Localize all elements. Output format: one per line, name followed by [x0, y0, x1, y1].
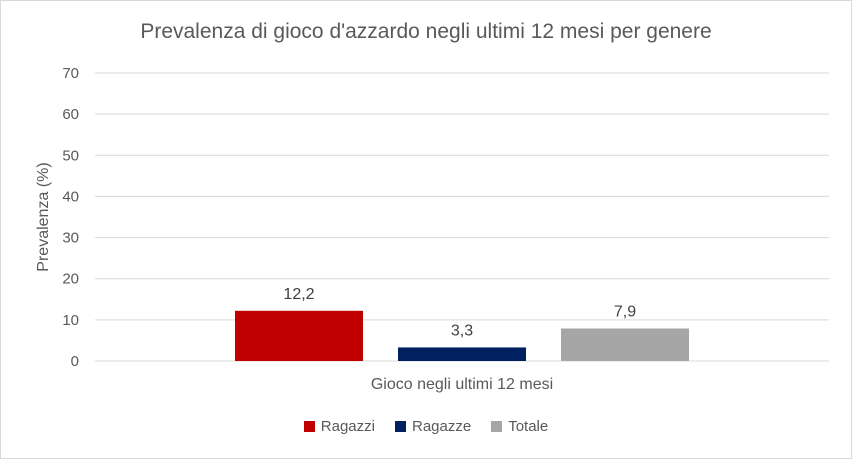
- bar-ragazze: [398, 347, 526, 361]
- y-tick-label: 0: [71, 353, 79, 370]
- legend-label: Totale: [508, 418, 549, 435]
- legend-label: Ragazzi: [320, 418, 375, 435]
- y-axis-label: Prevalenza (%): [35, 162, 52, 271]
- y-tick-label: 60: [62, 106, 79, 123]
- y-tick-label: 50: [62, 147, 79, 164]
- bars: [235, 310, 689, 361]
- bar-totale: [561, 328, 689, 361]
- data-labels: 12,2 3,3 7,9: [283, 286, 636, 340]
- legend-swatch: [394, 421, 406, 432]
- legend-item-totale: Totale: [491, 418, 548, 435]
- y-tick-label: 10: [62, 312, 79, 329]
- legend-item-ragazzi: Ragazzi: [303, 418, 375, 435]
- y-tick-labels: 0 10 20 30 40 50 60 70: [62, 65, 79, 370]
- legend-swatch: [303, 421, 315, 432]
- legend-swatch: [491, 421, 503, 432]
- bar-ragazzi: [235, 310, 363, 361]
- legend-item-ragazze: Ragazze: [394, 418, 472, 435]
- y-tick-label: 40: [62, 188, 79, 205]
- category-label: Gioco negli ultimi 12 mesi: [371, 376, 553, 393]
- legend: Ragazzi Ragazze Totale: [0, 418, 852, 435]
- legend-label: Ragazze: [411, 418, 472, 435]
- data-label-ragazzi: 12,2: [283, 286, 314, 303]
- y-tick-label: 70: [62, 65, 79, 82]
- data-label-totale: 7,9: [614, 303, 636, 320]
- chart-title: Prevalenza di gioco d'azzardo negli ulti…: [140, 20, 712, 43]
- gridlines: [95, 72, 829, 362]
- y-tick-label: 30: [62, 230, 79, 247]
- data-label-ragazze: 3,3: [451, 322, 473, 339]
- y-tick-label: 20: [62, 271, 79, 288]
